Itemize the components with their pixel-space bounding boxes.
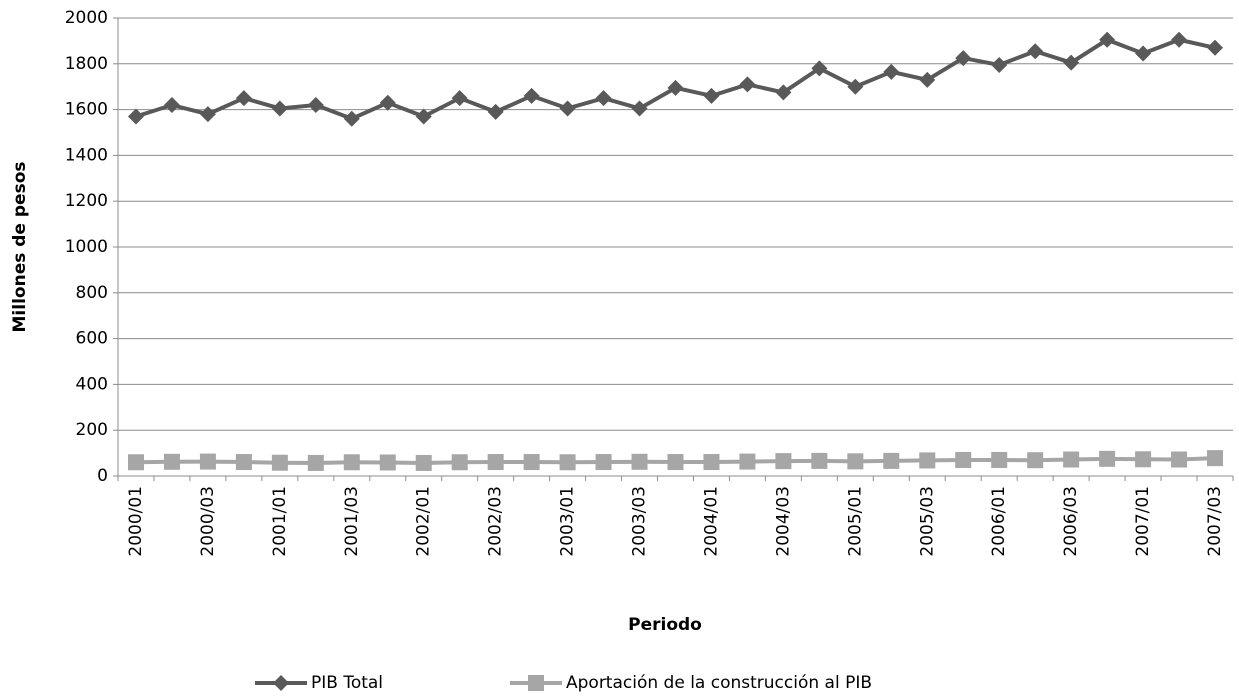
marker-diamond xyxy=(1171,31,1188,48)
marker-square xyxy=(415,454,432,471)
series-line xyxy=(135,37,1216,121)
marker-diamond xyxy=(199,106,216,123)
marker-square xyxy=(739,453,756,470)
marker-diamond xyxy=(883,63,900,80)
x-tick-label: 2000/01 xyxy=(126,486,146,557)
marker-diamond xyxy=(739,76,756,93)
marker-diamond xyxy=(667,79,684,96)
y-tick-label: 0 xyxy=(97,466,108,486)
legend-label: Aportación de la construcción al PIB xyxy=(566,673,872,693)
marker-square xyxy=(1207,450,1224,467)
marker-square xyxy=(883,452,900,469)
x-tick-label: 2001/03 xyxy=(342,486,362,557)
x-tick-label: 2007/03 xyxy=(1205,486,1225,557)
marker-diamond xyxy=(415,108,432,125)
x-tick-label: 2001/01 xyxy=(270,486,290,557)
x-tick-label: 2006/03 xyxy=(1061,486,1081,557)
x-tick-label: 2002/03 xyxy=(486,486,506,557)
marker-square xyxy=(235,454,252,471)
marker-square xyxy=(528,675,544,691)
x-tick-label: 2000/03 xyxy=(198,486,218,557)
y-tick-label: 1400 xyxy=(65,145,108,165)
marker-diamond xyxy=(847,78,864,95)
marker-square xyxy=(703,454,720,471)
marker-diamond xyxy=(1027,43,1044,60)
x-tick-label: 2004/01 xyxy=(701,486,721,557)
marker-square xyxy=(271,454,288,471)
marker-diamond xyxy=(523,87,540,104)
x-tick-label: 2006/01 xyxy=(989,486,1009,557)
marker-diamond xyxy=(451,90,468,107)
x-tick-label: 2004/03 xyxy=(773,486,793,557)
marker-diamond xyxy=(343,110,360,127)
marker-diamond xyxy=(1135,45,1152,62)
marker-diamond xyxy=(163,97,180,114)
marker-diamond xyxy=(487,103,504,120)
marker-diamond xyxy=(271,100,288,117)
marker-square xyxy=(307,454,324,471)
marker-diamond xyxy=(703,87,720,104)
marker-diamond xyxy=(273,675,289,691)
marker-square xyxy=(631,453,648,470)
marker-square xyxy=(667,454,684,471)
marker-square xyxy=(487,454,504,471)
marker-square xyxy=(775,453,792,470)
marker-square xyxy=(1063,451,1080,468)
legend-label: PIB Total xyxy=(311,673,383,693)
marker-square xyxy=(163,453,180,470)
x-tick-label: 2005/01 xyxy=(845,486,865,557)
marker-square xyxy=(955,451,972,468)
marker-diamond xyxy=(811,60,828,77)
y-tick-label: 400 xyxy=(76,374,108,394)
y-tick-label: 200 xyxy=(76,420,108,440)
marker-square xyxy=(595,454,612,471)
marker-diamond xyxy=(127,108,144,125)
y-tick-label: 1000 xyxy=(65,237,108,257)
y-tick-label: 800 xyxy=(76,283,108,303)
marker-square xyxy=(919,452,936,469)
marker-square xyxy=(1135,451,1152,468)
marker-square xyxy=(559,454,576,471)
x-tick-label: 2003/03 xyxy=(630,486,650,557)
y-tick-label: 1200 xyxy=(65,191,108,211)
x-axis-label: Periodo xyxy=(628,615,702,635)
marker-square xyxy=(523,454,540,471)
y-tick-label: 1800 xyxy=(65,54,108,74)
y-tick-label: 600 xyxy=(76,329,108,349)
marker-diamond xyxy=(955,50,972,67)
marker-diamond xyxy=(1207,39,1224,56)
x-tick-label: 2007/01 xyxy=(1133,486,1153,557)
marker-square xyxy=(343,454,360,471)
marker-diamond xyxy=(631,100,648,117)
marker-diamond xyxy=(235,90,252,107)
marker-diamond xyxy=(1099,31,1116,48)
marker-square xyxy=(379,454,396,471)
marker-diamond xyxy=(307,97,324,114)
marker-diamond xyxy=(1063,54,1080,71)
marker-square xyxy=(847,453,864,470)
marker-diamond xyxy=(991,56,1008,73)
x-tick-label: 2003/01 xyxy=(558,486,578,557)
marker-diamond xyxy=(379,94,396,111)
marker-diamond xyxy=(775,84,792,101)
marker-square xyxy=(1027,452,1044,469)
marker-square xyxy=(1171,451,1188,468)
marker-square xyxy=(199,453,216,470)
marker-square xyxy=(991,451,1008,468)
marker-diamond xyxy=(559,100,576,117)
marker-square xyxy=(811,452,828,469)
y-tick-label: 2000 xyxy=(65,8,108,28)
y-axis-label: Millones de pesos xyxy=(10,162,30,333)
y-tick-label: 1600 xyxy=(65,100,108,120)
x-tick-label: 2005/03 xyxy=(917,486,937,557)
marker-diamond xyxy=(595,90,612,107)
marker-square xyxy=(127,454,144,471)
marker-square xyxy=(1099,450,1116,467)
x-tick-label: 2002/01 xyxy=(414,486,434,557)
marker-square xyxy=(451,454,468,471)
marker-diamond xyxy=(919,71,936,88)
